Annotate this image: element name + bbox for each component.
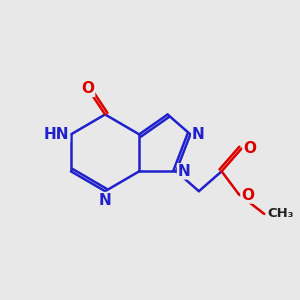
Text: O: O <box>82 81 94 96</box>
Text: N: N <box>178 164 190 179</box>
Text: HN: HN <box>44 127 70 142</box>
Text: O: O <box>243 141 256 156</box>
Text: N: N <box>99 193 112 208</box>
Text: CH₃: CH₃ <box>267 207 294 220</box>
Text: O: O <box>241 188 254 203</box>
Text: N: N <box>192 127 205 142</box>
